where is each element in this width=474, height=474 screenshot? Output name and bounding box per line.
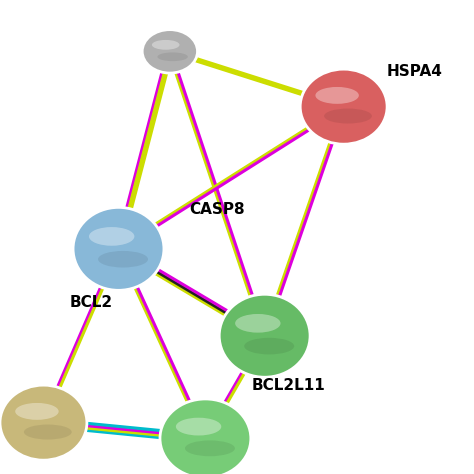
- Ellipse shape: [73, 208, 164, 290]
- Ellipse shape: [89, 227, 135, 246]
- Text: BCL2L11: BCL2L11: [252, 378, 325, 392]
- Text: BCL2: BCL2: [69, 295, 112, 310]
- Ellipse shape: [185, 440, 235, 456]
- Ellipse shape: [15, 403, 59, 420]
- Ellipse shape: [152, 40, 180, 50]
- Text: CASP8: CASP8: [190, 202, 245, 217]
- Ellipse shape: [300, 69, 387, 144]
- Ellipse shape: [176, 418, 221, 436]
- Ellipse shape: [142, 29, 198, 73]
- Ellipse shape: [24, 425, 72, 439]
- Text: HSPA4: HSPA4: [387, 64, 443, 79]
- Ellipse shape: [315, 87, 359, 104]
- Ellipse shape: [0, 385, 87, 460]
- Ellipse shape: [98, 251, 148, 267]
- Ellipse shape: [160, 399, 251, 474]
- Ellipse shape: [244, 338, 294, 355]
- Ellipse shape: [219, 294, 310, 377]
- Ellipse shape: [324, 109, 372, 124]
- Ellipse shape: [235, 314, 281, 333]
- Ellipse shape: [157, 53, 188, 61]
